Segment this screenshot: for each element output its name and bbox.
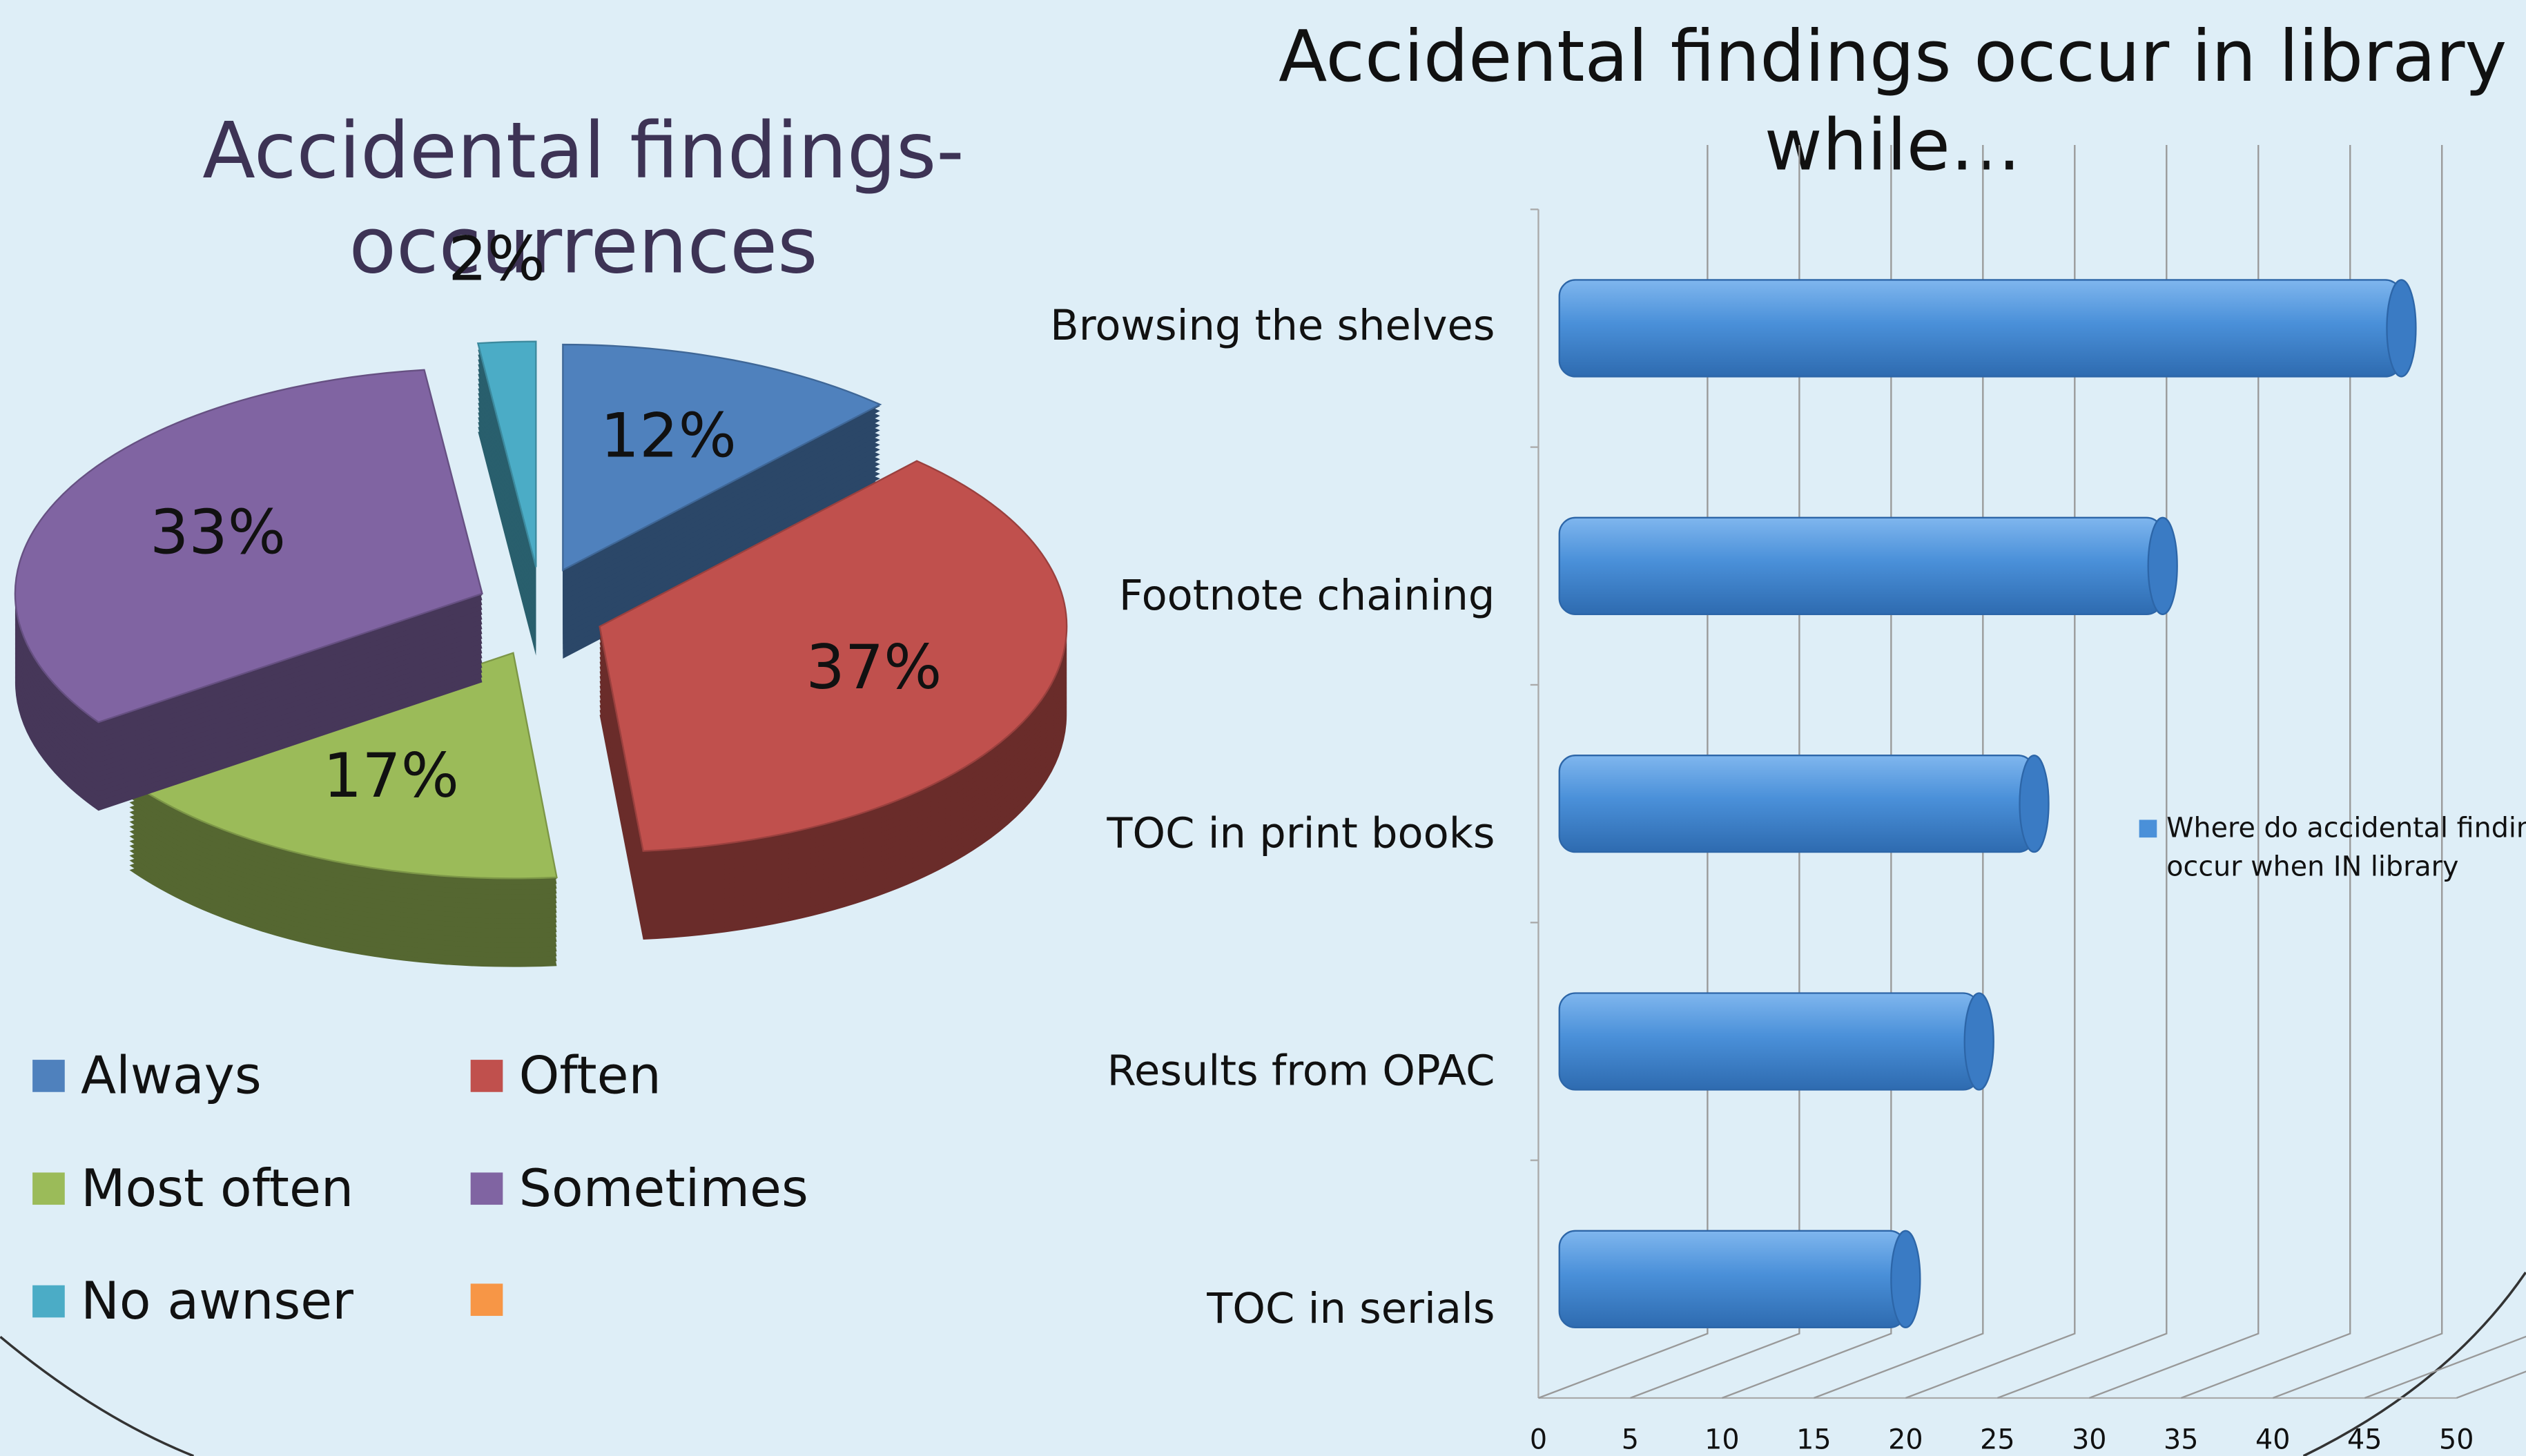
bar-title: Accidental findings occur in library bbox=[1279, 16, 2507, 98]
decor-arc bbox=[2302, 1272, 2526, 1456]
slice-label: 17% bbox=[323, 740, 459, 811]
slice-label: 33% bbox=[150, 497, 286, 568]
slice-label: 12% bbox=[601, 400, 737, 472]
slice-label: 2% bbox=[448, 224, 545, 295]
legend-swatch bbox=[2139, 819, 2157, 838]
x-tick-label: 25 bbox=[1980, 1424, 2014, 1456]
y-tick-label: TOC in print books bbox=[1106, 809, 1495, 857]
bar bbox=[1558, 754, 2035, 853]
bar-cap bbox=[2147, 516, 2178, 615]
grid-line bbox=[2088, 144, 2260, 1399]
x-tick-label: 0 bbox=[1530, 1424, 1547, 1456]
grid-line bbox=[2180, 144, 2351, 1399]
x-tick-label: 5 bbox=[1622, 1424, 1639, 1456]
x-tick-label: 30 bbox=[2072, 1424, 2106, 1456]
legend-label: Sometimes bbox=[519, 1158, 808, 1219]
bar bbox=[1558, 516, 2164, 615]
legend-label: Always bbox=[81, 1046, 262, 1106]
x-tick-label: 35 bbox=[2164, 1424, 2198, 1456]
x-tick-label: 40 bbox=[2255, 1424, 2290, 1456]
grid-line bbox=[2456, 1370, 2526, 1399]
x-tick-label: 15 bbox=[1796, 1424, 1831, 1456]
bar-cap bbox=[1963, 992, 1994, 1091]
pie-slice bbox=[562, 343, 882, 572]
y-tick-label: Footnote chaining bbox=[1119, 572, 1495, 620]
legend-swatch bbox=[470, 1172, 503, 1205]
decor-arc bbox=[0, 1336, 195, 1456]
pie-title: Accidental findings- bbox=[202, 106, 964, 196]
legend-swatch bbox=[470, 1283, 503, 1317]
pie-slice bbox=[127, 652, 558, 880]
y-tick-label: Results from OPAC bbox=[1107, 1047, 1495, 1096]
y-tick-label: Browsing the shelves bbox=[1050, 302, 1495, 350]
bar-cap bbox=[1890, 1230, 1921, 1328]
x-tick-label: 20 bbox=[1888, 1424, 1923, 1456]
bar-cap bbox=[2019, 754, 2050, 853]
y-tick-label: TOC in serials bbox=[1206, 1285, 1495, 1333]
legend-label: No awnser bbox=[81, 1271, 353, 1331]
x-tick-label: 50 bbox=[2439, 1424, 2474, 1456]
pie-slice bbox=[599, 460, 1068, 852]
legend-label: Where do accidental findings occur when I… bbox=[2166, 812, 2526, 882]
x-tick-label: 10 bbox=[1704, 1424, 1739, 1456]
bar bbox=[1558, 1230, 1907, 1328]
pie-slice bbox=[14, 369, 483, 724]
legend-swatch bbox=[32, 1285, 65, 1318]
pie-slice bbox=[476, 340, 537, 567]
legend-label: Most often bbox=[81, 1158, 353, 1219]
grid-line bbox=[2364, 1335, 2526, 1399]
pie-title: occurrences bbox=[349, 202, 818, 291]
legend-swatch bbox=[32, 1060, 65, 1092]
legend-label: Often bbox=[519, 1046, 661, 1106]
bar bbox=[1558, 279, 2402, 378]
slice-label: 37% bbox=[806, 632, 942, 703]
bar bbox=[1558, 992, 1980, 1091]
legend-swatch bbox=[32, 1172, 65, 1205]
legend-swatch bbox=[470, 1060, 503, 1092]
grid-line bbox=[2272, 144, 2443, 1399]
bar-cap bbox=[2386, 279, 2417, 378]
bar-title: while… bbox=[1765, 104, 2021, 186]
x-tick-label: 45 bbox=[2347, 1424, 2382, 1456]
